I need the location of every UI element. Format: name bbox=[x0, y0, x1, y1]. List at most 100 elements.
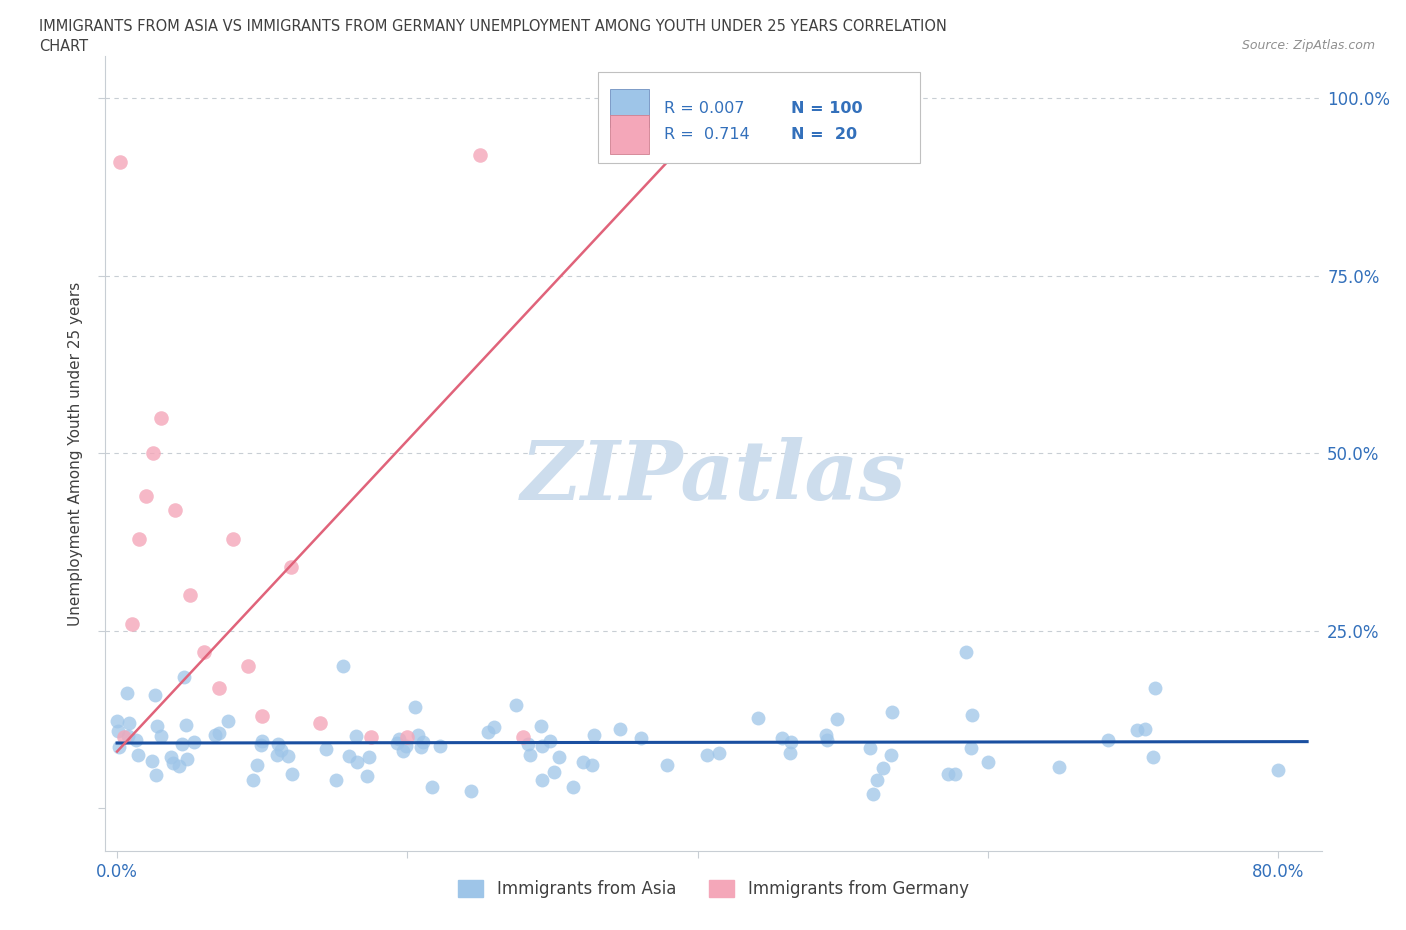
Point bbox=[236, 659, 259, 674]
Point bbox=[872, 761, 894, 776]
Point bbox=[222, 531, 245, 546]
Point bbox=[325, 773, 347, 788]
Point bbox=[277, 749, 299, 764]
Point bbox=[242, 773, 264, 788]
Point bbox=[360, 730, 382, 745]
Point bbox=[250, 709, 273, 724]
Point bbox=[217, 713, 239, 728]
Point bbox=[779, 745, 801, 760]
Point bbox=[977, 754, 1000, 769]
Point bbox=[404, 699, 426, 714]
Point bbox=[267, 737, 290, 751]
Point bbox=[815, 733, 838, 748]
Point bbox=[165, 503, 187, 518]
Point bbox=[270, 743, 292, 758]
Point bbox=[159, 749, 181, 764]
Point bbox=[429, 738, 451, 753]
Point bbox=[141, 753, 163, 768]
Text: N = 100: N = 100 bbox=[792, 100, 863, 115]
Point bbox=[477, 725, 499, 740]
Point bbox=[505, 698, 527, 712]
Point bbox=[356, 769, 378, 784]
Point bbox=[204, 727, 226, 742]
Point bbox=[460, 783, 482, 798]
Point bbox=[395, 739, 418, 754]
Point bbox=[315, 741, 337, 756]
Point bbox=[519, 748, 541, 763]
Point bbox=[176, 751, 198, 766]
Point bbox=[208, 680, 231, 695]
Point bbox=[581, 757, 603, 772]
Point bbox=[167, 759, 190, 774]
Point bbox=[630, 731, 652, 746]
Point bbox=[388, 731, 411, 746]
Point bbox=[960, 740, 983, 755]
Point bbox=[468, 148, 491, 163]
Point bbox=[1097, 732, 1119, 747]
Point bbox=[108, 739, 131, 754]
Point bbox=[173, 670, 195, 684]
Point bbox=[815, 728, 838, 743]
Point bbox=[107, 724, 129, 738]
Point bbox=[770, 731, 793, 746]
FancyBboxPatch shape bbox=[610, 89, 650, 127]
Point bbox=[880, 705, 903, 720]
Point bbox=[246, 758, 269, 773]
Y-axis label: Unemployment Among Youth under 25 years: Unemployment Among Youth under 25 years bbox=[67, 281, 83, 626]
Point bbox=[936, 767, 959, 782]
Point bbox=[530, 719, 553, 734]
Point bbox=[747, 711, 769, 725]
Point bbox=[250, 737, 273, 752]
Text: R =  0.714: R = 0.714 bbox=[664, 127, 749, 142]
Point bbox=[1126, 723, 1149, 737]
Point bbox=[183, 735, 205, 750]
Point bbox=[281, 767, 304, 782]
Point bbox=[112, 730, 135, 745]
Point bbox=[146, 719, 169, 734]
Point bbox=[280, 560, 302, 575]
Point bbox=[193, 644, 215, 659]
Point bbox=[150, 728, 173, 743]
Point bbox=[1047, 760, 1070, 775]
Point bbox=[572, 755, 595, 770]
Point bbox=[609, 722, 631, 737]
Point bbox=[543, 764, 565, 779]
Point bbox=[484, 719, 506, 734]
Point bbox=[548, 750, 571, 764]
Point bbox=[530, 739, 553, 754]
Point bbox=[1267, 763, 1289, 777]
Point bbox=[359, 750, 381, 764]
Point bbox=[406, 727, 429, 742]
Point bbox=[385, 736, 408, 751]
Point bbox=[707, 745, 730, 760]
Point bbox=[420, 779, 443, 794]
Point bbox=[582, 727, 605, 742]
Point bbox=[859, 740, 882, 755]
Point bbox=[879, 748, 901, 763]
Point bbox=[128, 531, 150, 546]
Point bbox=[172, 737, 194, 751]
Text: IMMIGRANTS FROM ASIA VS IMMIGRANTS FROM GERMANY UNEMPLOYMENT AMONG YOUTH UNDER 2: IMMIGRANTS FROM ASIA VS IMMIGRANTS FROM … bbox=[39, 19, 948, 33]
Point bbox=[517, 737, 540, 751]
Text: ZIPatlas: ZIPatlas bbox=[520, 437, 907, 517]
Point bbox=[115, 686, 138, 701]
Point bbox=[655, 758, 678, 773]
Point bbox=[162, 755, 184, 770]
Point bbox=[512, 730, 534, 745]
Point bbox=[696, 747, 718, 762]
Point bbox=[266, 747, 288, 762]
Point bbox=[252, 733, 274, 748]
Point bbox=[118, 715, 141, 730]
Point bbox=[1133, 722, 1156, 737]
Point bbox=[174, 718, 197, 733]
Legend: Immigrants from Asia, Immigrants from Germany: Immigrants from Asia, Immigrants from Ge… bbox=[451, 873, 976, 905]
Point bbox=[332, 659, 354, 674]
Point bbox=[142, 446, 165, 461]
Point bbox=[309, 716, 332, 731]
Point bbox=[127, 748, 149, 763]
Point bbox=[866, 773, 889, 788]
Point bbox=[105, 713, 128, 728]
Point bbox=[145, 767, 167, 782]
Point bbox=[208, 725, 231, 740]
Point bbox=[538, 733, 561, 748]
